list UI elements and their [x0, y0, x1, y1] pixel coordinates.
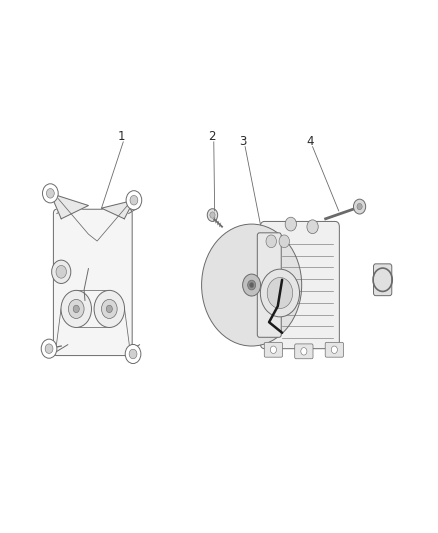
FancyBboxPatch shape [53, 209, 132, 356]
FancyBboxPatch shape [264, 342, 283, 357]
Circle shape [56, 265, 67, 278]
Circle shape [247, 280, 256, 290]
Circle shape [210, 212, 215, 218]
Text: 3: 3 [239, 135, 247, 148]
Circle shape [267, 278, 293, 309]
Circle shape [125, 344, 141, 364]
Circle shape [270, 346, 276, 353]
Circle shape [61, 290, 92, 327]
Circle shape [106, 305, 113, 313]
Circle shape [45, 344, 53, 353]
Circle shape [130, 196, 138, 205]
Circle shape [213, 238, 290, 332]
Circle shape [94, 290, 124, 327]
Text: 2: 2 [208, 130, 215, 143]
Polygon shape [50, 193, 88, 219]
Circle shape [126, 191, 142, 210]
Circle shape [205, 229, 298, 342]
FancyBboxPatch shape [325, 342, 343, 357]
FancyBboxPatch shape [260, 221, 339, 349]
Circle shape [243, 274, 261, 296]
Circle shape [232, 261, 272, 310]
Circle shape [201, 224, 302, 346]
Circle shape [266, 235, 276, 248]
Circle shape [228, 256, 276, 314]
Circle shape [220, 247, 283, 323]
Circle shape [68, 300, 84, 318]
Circle shape [285, 217, 297, 231]
Circle shape [52, 260, 71, 284]
Circle shape [331, 346, 337, 353]
Text: 4: 4 [307, 135, 314, 148]
Circle shape [260, 269, 300, 317]
Circle shape [279, 235, 290, 248]
Circle shape [209, 233, 294, 337]
Circle shape [235, 265, 268, 305]
Circle shape [239, 270, 264, 300]
Circle shape [307, 220, 318, 233]
FancyBboxPatch shape [374, 264, 392, 296]
Circle shape [102, 300, 117, 318]
Circle shape [41, 339, 57, 358]
FancyBboxPatch shape [295, 344, 313, 359]
Circle shape [301, 348, 307, 355]
Text: 1: 1 [117, 130, 125, 143]
Circle shape [357, 204, 362, 210]
Circle shape [250, 282, 254, 287]
Circle shape [73, 305, 79, 313]
FancyBboxPatch shape [257, 233, 281, 337]
Circle shape [353, 199, 366, 214]
Circle shape [129, 349, 137, 359]
Circle shape [224, 252, 279, 319]
Circle shape [217, 243, 287, 328]
Circle shape [207, 209, 218, 221]
Polygon shape [102, 200, 134, 219]
Circle shape [46, 189, 54, 198]
Circle shape [42, 184, 58, 203]
